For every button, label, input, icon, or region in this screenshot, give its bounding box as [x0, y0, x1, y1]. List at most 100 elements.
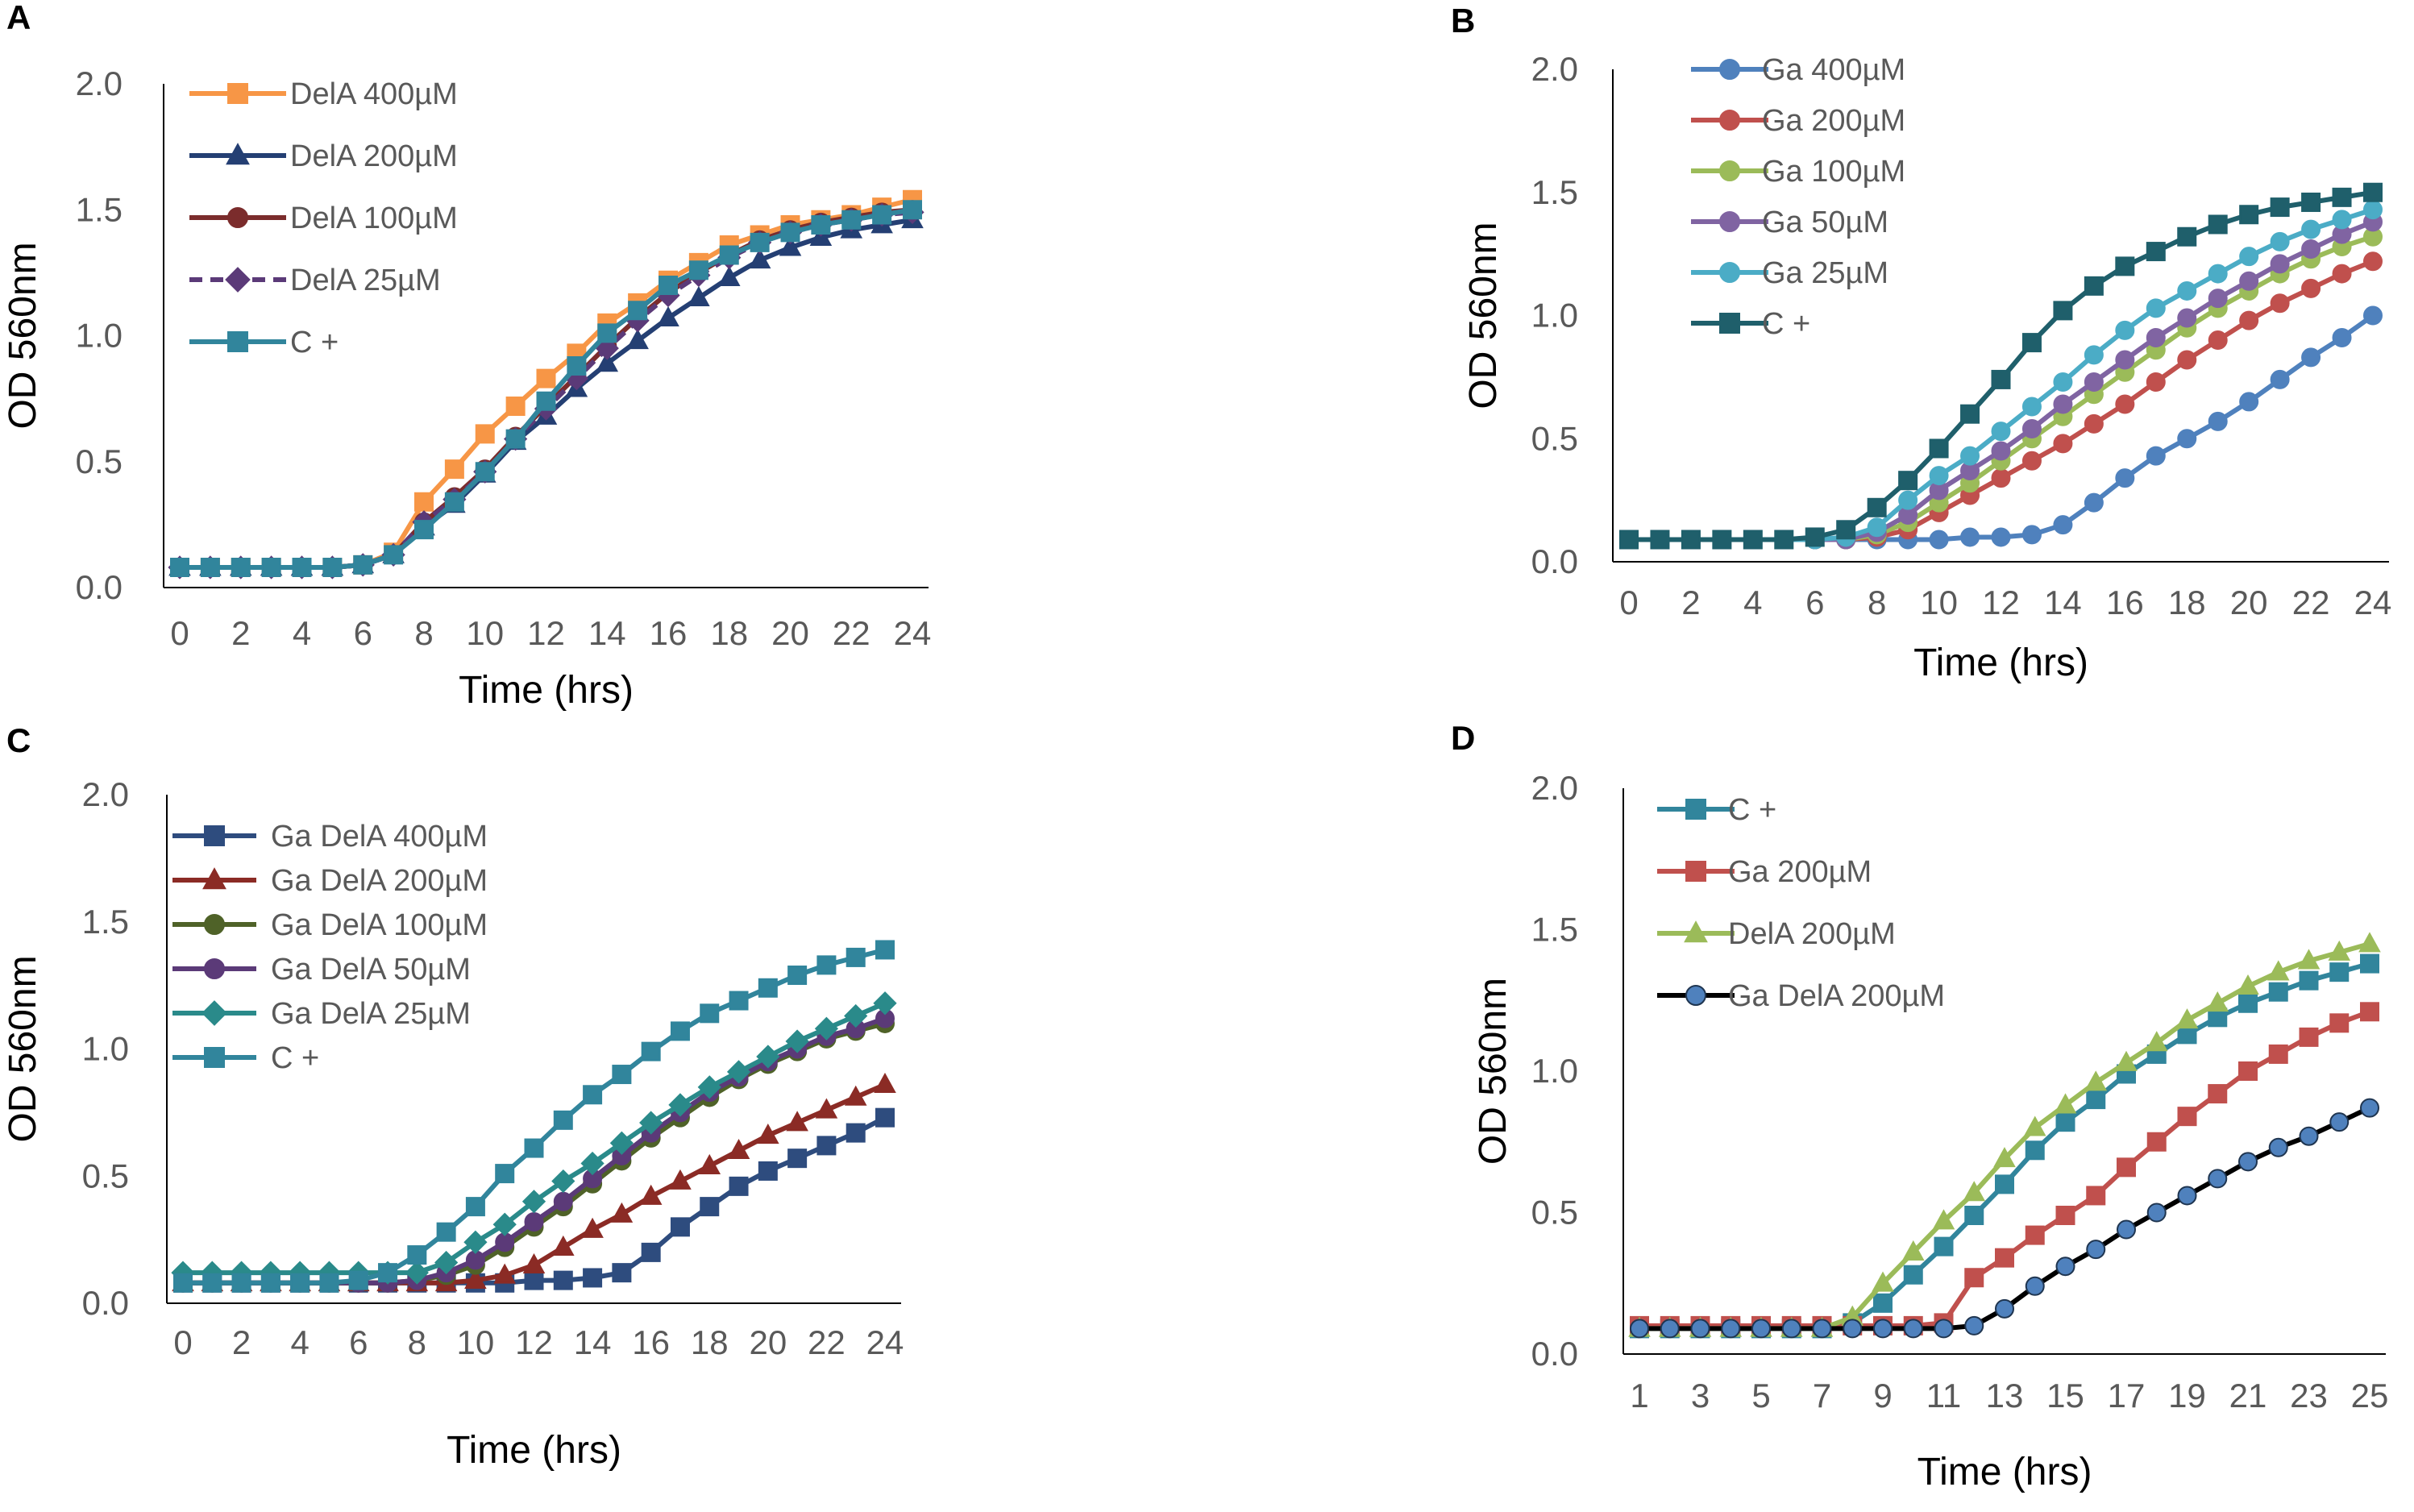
data-point [2115, 394, 2135, 414]
data-point [2146, 1203, 2167, 1223]
x-tick-label: 8 [1868, 584, 1886, 621]
x-tick-label: 2 [232, 1323, 251, 1361]
data-point [524, 1138, 544, 1158]
data-point [1929, 466, 1949, 486]
x-tick-label: 13 [1986, 1377, 2024, 1414]
legend-marker [202, 867, 226, 890]
data-point [1991, 468, 2011, 488]
x-tick-label: 22 [833, 614, 870, 652]
legend-marker [204, 958, 225, 979]
data-point [583, 1085, 603, 1105]
data-point [2301, 219, 2321, 239]
data-point [2177, 350, 2197, 370]
x-tick-label: 12 [1982, 584, 2020, 621]
data-point [626, 329, 649, 350]
data-point [657, 305, 679, 326]
data-point [1964, 1268, 1984, 1288]
series-3: DelA 25µM [168, 200, 924, 579]
data-point [2329, 1112, 2350, 1132]
x-tick-label: 5 [1751, 1377, 1770, 1414]
data-point [2239, 247, 2259, 267]
data-point [2239, 271, 2259, 291]
data-point [729, 991, 749, 1011]
x-tick-label: 12 [515, 1323, 553, 1361]
data-point [1901, 1240, 1925, 1261]
legend-marker [1719, 110, 1740, 131]
data-point [1995, 1174, 2014, 1194]
data-point [1867, 497, 1887, 517]
y-tick-label: 2.0 [82, 775, 129, 813]
x-tick-label: 6 [349, 1323, 368, 1361]
data-point [378, 1263, 398, 1283]
data-point [522, 1252, 546, 1274]
data-point [464, 1268, 487, 1289]
x-tick-label: 2 [231, 614, 250, 652]
data-point [1743, 530, 1763, 550]
data-point [2086, 1186, 2106, 1206]
data-point [2208, 330, 2228, 351]
series-5: C + [172, 940, 895, 1293]
data-point [2363, 182, 2383, 202]
legend-label: DelA 200µM [1728, 917, 1896, 951]
series-0: DelA 400µM [170, 77, 922, 577]
data-point [553, 1191, 573, 1211]
y-tick-label: 0.5 [1531, 419, 1578, 457]
data-point [583, 1268, 603, 1288]
data-point [873, 991, 897, 1016]
x-axis-title: Time (hrs) [1917, 1451, 2092, 1493]
data-point [844, 1085, 867, 1106]
series-1: DelA 200µM [168, 139, 924, 576]
data-point [750, 232, 770, 252]
data-point [261, 558, 281, 577]
data-point [2360, 953, 2379, 974]
data-point [2115, 350, 2135, 370]
x-tick-label: 4 [290, 1323, 309, 1361]
data-point [787, 1149, 808, 1169]
data-point [2115, 320, 2135, 340]
legend-label: Ga 200µM [1762, 104, 1905, 138]
x-tick-label: 4 [293, 614, 311, 652]
data-point [2117, 1219, 2136, 1240]
legend-marker [1719, 211, 1740, 232]
y-tick-label: 1.0 [76, 317, 123, 355]
x-tick-label: 16 [632, 1323, 670, 1361]
data-point [475, 424, 495, 444]
data-point [2299, 1027, 2319, 1047]
data-point [2146, 298, 2166, 318]
data-point [2053, 301, 2073, 321]
data-point [727, 1138, 750, 1160]
panel-c: C0.00.51.01.52.00 2 4 6 8 10 12 14 16 18 20 22 24Tim… [2, 721, 904, 1472]
data-point [2177, 1186, 2197, 1206]
x-tick-label: 16 [650, 614, 688, 652]
data-point [492, 1212, 517, 1236]
legend-marker [202, 1000, 227, 1026]
x-tick-label: 2 [1681, 584, 1700, 621]
y-tick-label: 0.0 [76, 568, 123, 606]
series-line [1639, 961, 2370, 1331]
data-point [787, 966, 808, 986]
data-point [2301, 347, 2321, 368]
series-line [183, 1082, 887, 1286]
legend-label: Ga DelA 200µM [1728, 979, 1945, 1013]
x-tick-label: 10 [457, 1323, 495, 1361]
data-point [2268, 982, 2288, 1002]
data-point [610, 1202, 634, 1223]
panel-letter: C [6, 721, 31, 759]
y-tick-label: 1.0 [1531, 1052, 1578, 1090]
data-point [2025, 1276, 2045, 1296]
data-point [1681, 530, 1701, 550]
data-point [2115, 468, 2135, 488]
data-point [170, 558, 189, 577]
x-tick-label: 14 [2044, 584, 2082, 621]
y-tick-label: 0.0 [1531, 542, 1578, 580]
x-tick-label: 10 [1920, 584, 1958, 621]
legend-marker [204, 1047, 225, 1068]
data-point [628, 301, 648, 321]
legend-label: Ga DelA 25µM [271, 997, 471, 1031]
data-point [2115, 1050, 2138, 1071]
data-point [612, 1263, 632, 1283]
data-point [2177, 429, 2197, 449]
data-point [2054, 1093, 2077, 1114]
data-point [816, 1136, 837, 1156]
